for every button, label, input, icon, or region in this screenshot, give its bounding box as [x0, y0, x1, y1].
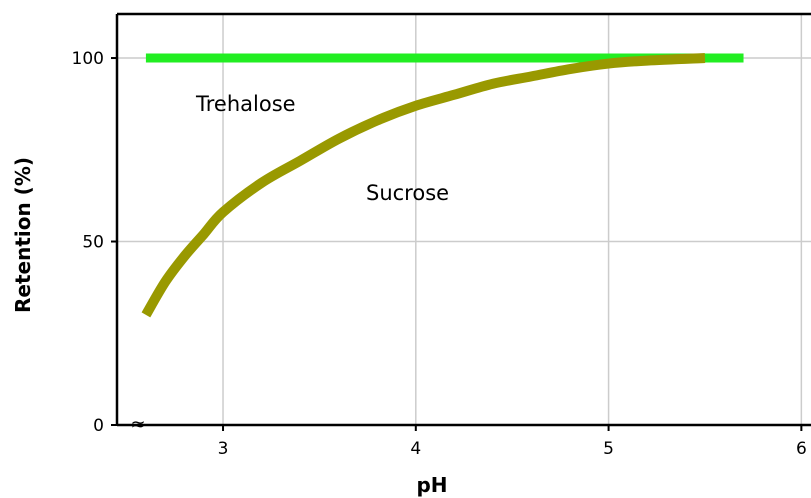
y-tick-label-50: 50	[82, 233, 104, 253]
series-label-trehalose: Trehalose	[195, 92, 296, 116]
x-tick-label-6: 6	[796, 439, 807, 459]
x-tick-label-3: 3	[218, 439, 229, 459]
x-tick-label-4: 4	[410, 439, 421, 459]
series-layer	[141, 53, 744, 318]
series-label-sucrose: Sucrose	[366, 181, 449, 205]
series-line-sucrose	[141, 53, 706, 318]
ticks: 3 4 5 6 0 50 100	[72, 49, 807, 459]
y-axis-title: Retention (%)	[11, 157, 35, 313]
x-tick-label-5: 5	[603, 439, 614, 459]
x-axis-title: pH	[416, 473, 447, 497]
y-tick-label-100: 100	[72, 49, 104, 69]
axis-break-mark: ≈	[130, 414, 145, 435]
y-tick-label-0: 0	[93, 416, 104, 436]
axes	[115, 12, 811, 427]
